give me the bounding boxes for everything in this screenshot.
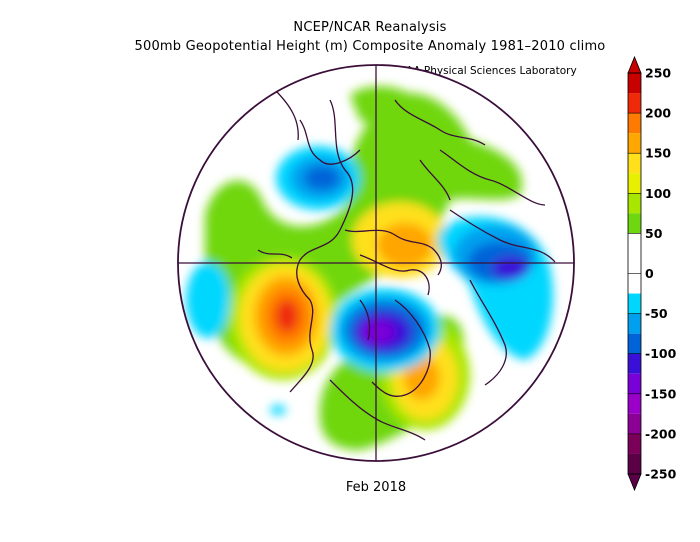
colorbar-swatch [628,173,641,194]
colorbar-tick-label: 250 [645,66,671,81]
colorbar-tick-label: 150 [645,146,671,161]
colorbar-swatch [628,373,641,394]
colorbar-swatch [628,353,641,374]
colorbar-tick-label: 100 [645,186,671,201]
colorbar-tick-label: 200 [645,106,671,121]
colorbar-tick-label: -250 [645,467,677,482]
positive-anomaly-region [350,86,420,125]
ridge-pacific-core [276,300,298,332]
colorbar-swatch [628,333,641,354]
colorbar-swatch [628,393,641,414]
map-title: NCEP/NCAR Reanalysis [293,20,447,35]
colorbar-swatch [628,193,641,214]
colorbar-tick-label: -50 [645,306,668,321]
colorbar-tick-label: 0 [645,266,654,281]
ridge-arctic-orange [377,223,433,267]
period-label: Feb 2018 [345,480,407,495]
colorbar-swatch [628,213,641,234]
colorbar-max-arrow [627,55,642,74]
colorbar-tick-label: -100 [645,346,677,361]
colorbar-swatch [628,413,641,434]
colorbar-swatch [628,433,641,454]
trough-westpacific [186,262,230,338]
colorbar-swatch [628,293,641,314]
polar-anomaly-map [177,64,575,462]
globe-outline [177,64,575,462]
colorbar-swatch [628,453,641,474]
map-subtitle: 500mb Geopotential Height (m) Composite … [134,39,606,54]
coastlines [257,89,556,441]
colorbar-swatch [628,313,641,334]
trough-smallcell [270,405,286,415]
colorbar-swatch [628,233,641,254]
colorbar-tick-label: -150 [645,386,677,401]
colorbar-swatch [628,153,641,174]
colorbar-swatch [628,113,641,134]
colorbar-swatch [628,93,641,114]
colorbar-tick-label: -200 [645,426,677,441]
colorbar-swatch [628,73,641,94]
colorbar-ticks: 250 200 150 100 50 0 -50 -100 -150 -200 -250 [628,66,677,482]
colorbar-tick-label: 50 [645,226,663,241]
trough-nrussia-core [304,166,340,190]
colorbar-swatch [628,133,641,154]
ridge-atlantic-orange [404,356,440,400]
